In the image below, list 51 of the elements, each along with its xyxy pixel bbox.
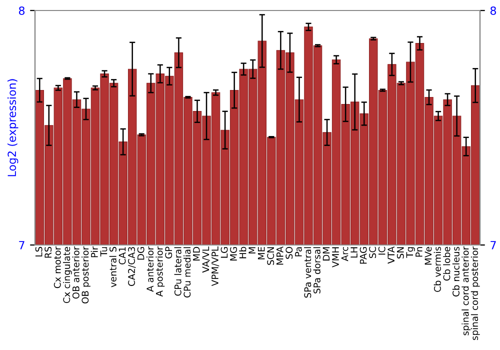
x-tick-label: ME <box>258 246 265 260</box>
x-tick-label: IC <box>378 246 386 255</box>
x-tick-label: Pa <box>295 247 302 256</box>
x-tick-label: SN <box>396 247 404 258</box>
x-tick-label: VPM/VPL <box>212 246 220 286</box>
x-tick-label: Tu <box>100 247 108 256</box>
x-tick-label: SCN <box>267 247 274 265</box>
x-tick-label: Pn <box>416 247 422 257</box>
x-tick-label: RS <box>44 246 52 258</box>
x-tick-label: LS <box>35 246 42 256</box>
x-tick-label: GP <box>165 246 172 259</box>
x-tick-label: CPu medial <box>184 247 191 298</box>
x-tick-label: DM <box>322 247 330 260</box>
x-tick-label: Tg <box>406 247 415 258</box>
x-tick-label: SC <box>369 246 376 258</box>
x-tick-label: ventral S <box>109 246 116 288</box>
x-tick-label: MD <box>193 246 200 260</box>
x-tick-label: Arc <box>341 246 348 262</box>
x-tick-label: Cx cingulate <box>63 246 72 304</box>
x-tick-label: VTA <box>388 246 394 264</box>
x-tick-label: DG <box>137 247 144 260</box>
x-tick-label: PAG <box>360 247 367 264</box>
y-axis-title: Log2 (expression) <box>7 79 18 176</box>
x-tick-label: OB anterior <box>72 246 80 299</box>
x-tick-label: A anterior <box>146 246 154 292</box>
x-tick-label: A posterior <box>156 246 165 297</box>
x-tick-label: VMH <box>332 247 339 268</box>
x-tick-label: MPA <box>276 246 284 265</box>
x-tick-label: LH <box>350 247 358 258</box>
x-tick-label: Cb lobe <box>443 246 450 281</box>
x-tick-label: Hb <box>239 246 246 258</box>
x-tick-label: spinal cord posterior <box>470 246 480 340</box>
x-tick-label: CPu lateral <box>174 247 182 296</box>
y2-tick-label: 8 <box>490 6 496 15</box>
x-tick-label: spinal cord anterior <box>462 246 471 336</box>
x-tick-label: Cb vermis <box>434 246 441 292</box>
x-tick-label: SPa ventral <box>304 247 312 298</box>
x-tick-label: VA/VL <box>202 246 210 273</box>
x-tick-label: CA2/CA3 <box>128 247 136 286</box>
x-tick-label: Pir <box>90 246 98 258</box>
x-tick-label: CA1 <box>118 247 126 264</box>
x-tick-label: SPa dorsal <box>313 247 320 294</box>
x-tick-label: Cb nucleus <box>452 246 460 296</box>
x-tick-label: SO <box>286 246 293 259</box>
x-tick-label: M <box>248 247 256 254</box>
x-tick-label: MG <box>230 247 237 260</box>
x-tick-label: MVe <box>424 246 432 265</box>
x-tick-label: Cx motor <box>54 246 61 288</box>
x-tick-label: LG <box>220 247 228 258</box>
x-tick-label: OB posterior <box>82 246 90 304</box>
y2-tick-label: 7 <box>490 241 496 250</box>
